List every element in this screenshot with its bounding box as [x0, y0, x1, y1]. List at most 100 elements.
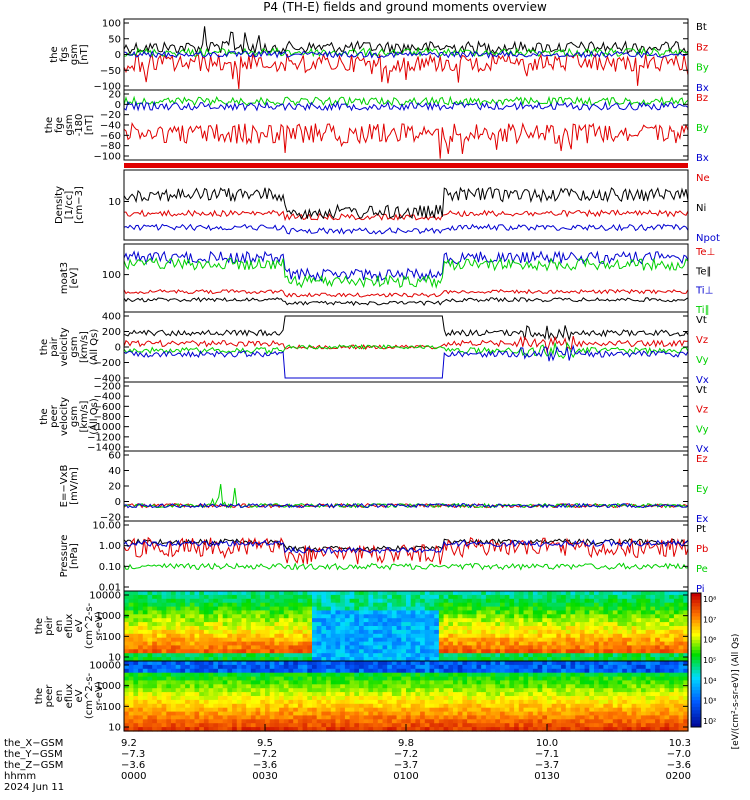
spectrogram-cell: [434, 707, 440, 713]
spectrogram-cell: [420, 703, 426, 709]
spectrogram-cell: [575, 664, 581, 670]
spectrogram-cell: [504, 672, 510, 678]
spectrogram-cell: [462, 657, 468, 662]
spectrogram-cell: [678, 676, 684, 682]
spectrogram-cell: [650, 602, 656, 608]
spectrogram-cell: [166, 703, 172, 709]
spectrogram-cell: [579, 680, 586, 685]
spectrogram-cell: [349, 626, 355, 631]
spectrogram-cell: [683, 622, 689, 627]
spectrogram-cell: [312, 633, 318, 639]
spectrogram-cell: [218, 711, 224, 717]
spectrogram-cell: [509, 672, 515, 678]
spectrogram-cell: [175, 598, 181, 604]
spectrogram-cell: [415, 649, 421, 654]
spectrogram-cell: [500, 707, 506, 713]
spectrogram-cell: [565, 680, 572, 685]
spectrogram-cell: [481, 645, 487, 650]
ylabel-line: the: [49, 46, 60, 62]
spectrogram-cell: [401, 715, 407, 720]
spectrogram-cell: [297, 618, 304, 623]
spectrogram-cell: [429, 664, 435, 670]
spectrogram-cell: [236, 719, 243, 724]
spectrogram-cell: [152, 602, 158, 608]
spectrogram-cell: [128, 664, 134, 670]
spectrogram-cell: [631, 649, 637, 654]
spectrogram-cell: [326, 668, 332, 674]
spectrogram-cell: [255, 622, 261, 627]
spectrogram-cell: [406, 614, 412, 619]
spectrogram-cell: [608, 649, 614, 654]
spectrogram-cell: [387, 641, 393, 647]
spectrogram-cell: [218, 703, 224, 709]
spectrogram-cell: [575, 645, 581, 650]
spectrogram-cell: [185, 622, 191, 627]
spectrogram-cell: [180, 703, 186, 709]
spectrogram-cell: [518, 703, 525, 709]
spectrogram-cell: [641, 723, 647, 728]
spectrogram-cell: [518, 618, 525, 623]
spectrogram-cell: [551, 649, 557, 654]
spectrogram-cell: [645, 715, 651, 720]
spectrogram-cell: [175, 707, 181, 713]
spectrogram-cell: [128, 668, 134, 674]
spectrogram-cell: [528, 707, 534, 713]
spectrogram-cell: [326, 594, 332, 600]
spectrogram-cell: [307, 637, 313, 643]
spectrogram-cell: [481, 668, 487, 674]
spectrogram-cell: [335, 645, 341, 650]
spectrogram-cell: [218, 668, 224, 674]
spectrogram-cell: [250, 715, 257, 720]
spectrogram-cell: [481, 711, 487, 717]
spectrogram-cell: [250, 626, 257, 631]
spectrogram-cell: [575, 696, 581, 701]
spectrogram-cell: [297, 645, 304, 650]
spectrogram-cell: [133, 661, 139, 666]
spectrogram-cell: [532, 692, 539, 697]
spectrogram-cell: [490, 606, 496, 612]
spectrogram-cell: [241, 649, 247, 654]
spectrogram-cell: [598, 629, 604, 635]
spectrogram-cell: [622, 672, 628, 678]
legend-entry: Vz: [696, 335, 708, 346]
spectrogram-cell: [556, 626, 562, 631]
spectrogram-cell: [232, 637, 238, 643]
spectrogram-cell: [537, 692, 543, 697]
spectrogram-cell: [124, 657, 130, 662]
ytick-label: −400: [94, 392, 121, 403]
spectrogram-cell: [509, 626, 515, 631]
spectrogram-cell: [448, 684, 454, 689]
spectrogram-cell: [312, 688, 318, 693]
colorbar-swatch: [691, 703, 701, 708]
spectrogram-cell: [250, 606, 257, 612]
spectrogram-cell: [453, 668, 459, 674]
legend-entry: Ne: [696, 173, 710, 184]
spectrogram-cell: [448, 715, 454, 720]
spectrogram-cell: [410, 629, 416, 635]
spectrogram-cell: [166, 684, 172, 689]
spectrogram-cell: [500, 711, 506, 717]
spectrogram-cell: [269, 688, 275, 693]
spectrogram-cell: [185, 618, 191, 623]
spectrogram-cell: [617, 626, 623, 631]
spectrogram-cell: [321, 696, 327, 701]
spectrogram-cell: [612, 626, 619, 631]
spectrogram-cell: [509, 622, 515, 627]
spectrogram-cell: [448, 672, 454, 678]
spectrogram-cell: [321, 727, 327, 732]
spectrogram-cell: [293, 680, 299, 685]
spectrogram-cell: [669, 637, 675, 643]
spectrogram-cell: [340, 715, 346, 720]
spectrogram-cell: [363, 676, 369, 682]
spectrogram-cell: [330, 602, 337, 608]
spectrogram-cell: [518, 657, 525, 662]
spectrogram-cell: [561, 699, 567, 705]
spectrogram-cell: [645, 610, 651, 615]
spectrogram-cell: [391, 657, 398, 662]
spectrogram-cell: [241, 692, 247, 697]
ylabel-line: eV: [74, 689, 85, 702]
spectrogram-cell: [636, 622, 642, 627]
spectrogram-cell: [203, 602, 210, 608]
spectrogram-cell: [166, 622, 172, 627]
spectrogram-cell: [387, 727, 393, 732]
